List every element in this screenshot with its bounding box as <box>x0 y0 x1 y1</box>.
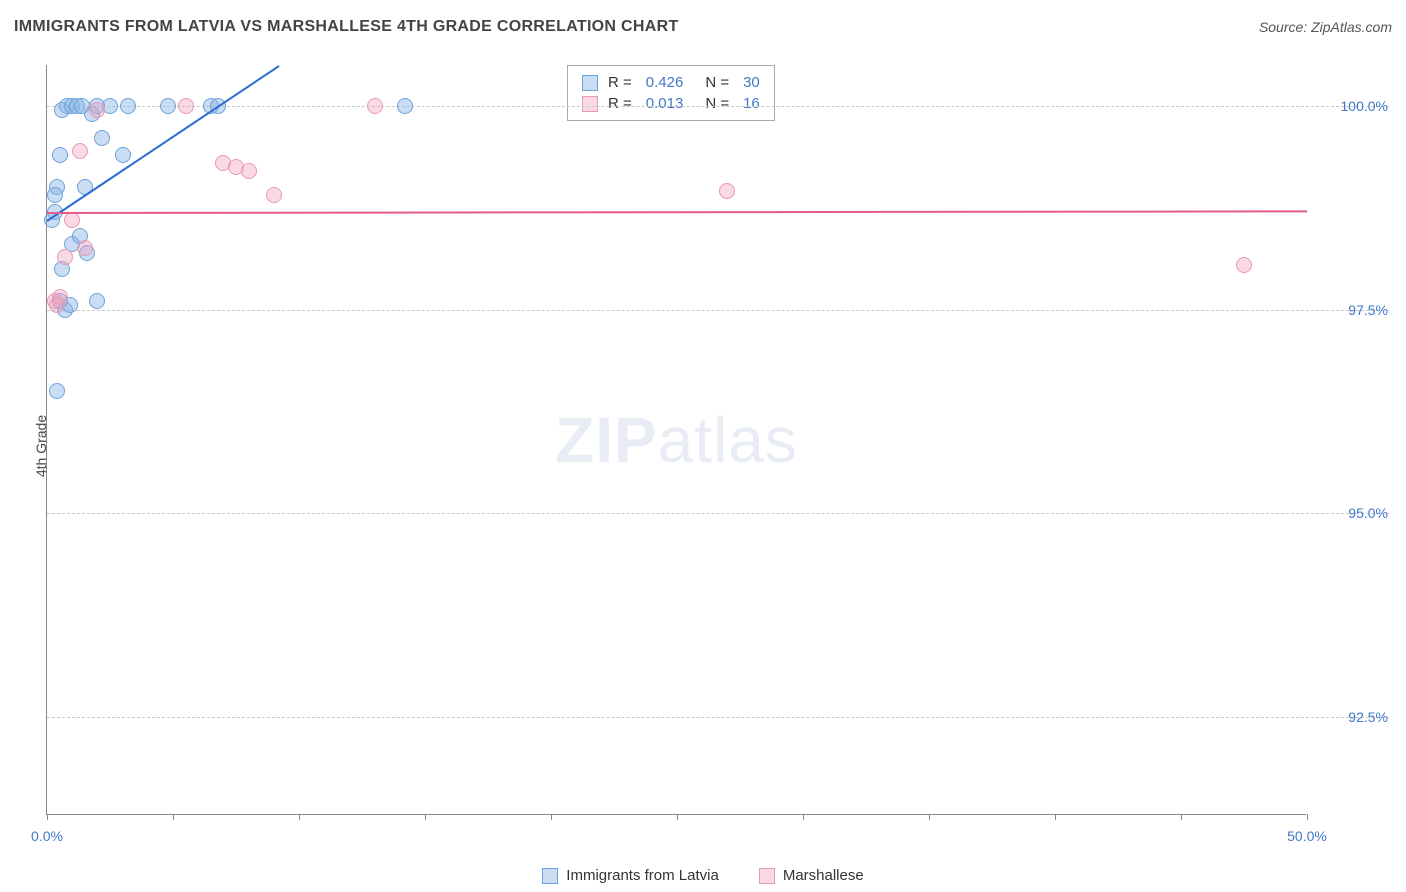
legend-n-label: N = <box>705 95 729 112</box>
legend-r-label: R = <box>608 95 632 112</box>
legend-r-value-marshallese: 0.013 <box>646 95 684 112</box>
x-tick <box>803 814 804 820</box>
data-point <box>52 147 68 163</box>
series-legend: Immigrants from Latvia Marshallese <box>0 867 1406 884</box>
data-point <box>120 98 136 114</box>
gridline <box>47 513 1389 514</box>
data-point <box>719 183 735 199</box>
series-legend-latvia: Immigrants from Latvia <box>542 867 719 884</box>
data-point <box>178 98 194 114</box>
data-point <box>266 187 282 203</box>
correlation-legend: R = 0.426 N = 30 R = 0.013 N = 16 <box>567 65 775 121</box>
y-tick-label: 92.5% <box>1348 709 1388 725</box>
data-point <box>94 130 110 146</box>
x-tick <box>677 814 678 820</box>
series-legend-marshallese: Marshallese <box>759 867 864 884</box>
legend-row-marshallese: R = 0.013 N = 16 <box>582 93 760 114</box>
data-point <box>47 187 63 203</box>
gridline <box>47 717 1389 718</box>
x-tick <box>425 814 426 820</box>
swatch-marshallese <box>582 96 598 112</box>
x-tick <box>47 814 48 820</box>
source-value: ZipAtlas.com <box>1311 19 1392 35</box>
y-tick-label: 100.0% <box>1341 98 1388 114</box>
data-point <box>57 249 73 265</box>
legend-row-latvia: R = 0.426 N = 30 <box>582 72 760 93</box>
x-tick <box>299 814 300 820</box>
x-tick <box>1307 814 1308 820</box>
data-point <box>160 98 176 114</box>
x-tick <box>929 814 930 820</box>
legend-n-label: N = <box>705 74 729 91</box>
watermark-rest: atlas <box>658 404 798 476</box>
x-tick-label: 50.0% <box>1287 828 1327 844</box>
data-point <box>49 297 65 313</box>
series-label-latvia: Immigrants from Latvia <box>566 867 719 884</box>
data-point <box>241 163 257 179</box>
source-label: Source: <box>1259 19 1307 35</box>
y-tick-label: 97.5% <box>1348 302 1388 318</box>
legend-n-value-marshallese: 16 <box>743 95 760 112</box>
legend-r-value-latvia: 0.426 <box>646 74 684 91</box>
scatter-plot-area: ZIPatlas R = 0.426 N = 30 R = 0.013 N = … <box>46 65 1306 815</box>
data-point <box>367 98 383 114</box>
x-tick <box>1181 814 1182 820</box>
data-point <box>89 293 105 309</box>
y-tick-label: 95.0% <box>1348 505 1388 521</box>
watermark: ZIPatlas <box>555 403 798 477</box>
swatch-latvia <box>582 75 598 91</box>
trend-line <box>47 210 1307 214</box>
gridline <box>47 310 1389 311</box>
x-tick <box>551 814 552 820</box>
data-point <box>49 383 65 399</box>
swatch-marshallese <box>759 868 775 884</box>
swatch-latvia <box>542 868 558 884</box>
watermark-bold: ZIP <box>555 404 658 476</box>
x-tick <box>1055 814 1056 820</box>
chart-header: IMMIGRANTS FROM LATVIA VS MARSHALLESE 4T… <box>14 18 1392 36</box>
data-point <box>397 98 413 114</box>
data-point <box>77 240 93 256</box>
data-point <box>115 147 131 163</box>
source-credit: Source: ZipAtlas.com <box>1259 19 1392 35</box>
legend-n-value-latvia: 30 <box>743 74 760 91</box>
data-point <box>72 143 88 159</box>
legend-r-label: R = <box>608 74 632 91</box>
data-point <box>1236 257 1252 273</box>
data-point <box>64 212 80 228</box>
data-point <box>89 102 105 118</box>
gridline <box>47 106 1389 107</box>
x-tick-label: 0.0% <box>31 828 63 844</box>
x-tick <box>173 814 174 820</box>
series-label-marshallese: Marshallese <box>783 867 864 884</box>
chart-title: IMMIGRANTS FROM LATVIA VS MARSHALLESE 4T… <box>14 18 679 36</box>
